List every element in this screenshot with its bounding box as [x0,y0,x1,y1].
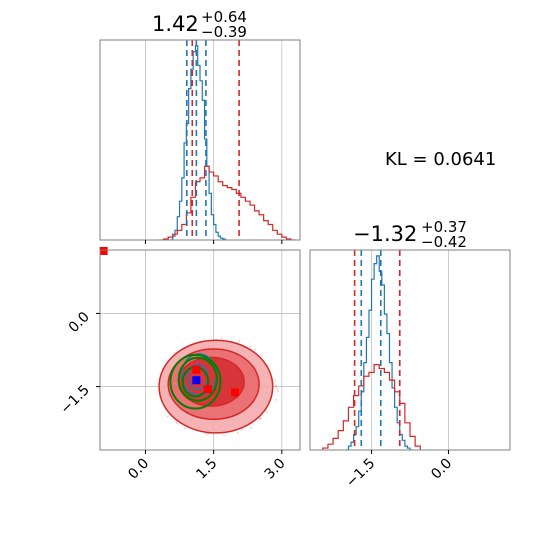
y-tick-label: −1.5 [57,382,92,417]
scatter-point [175,422,178,425]
histogram-series-0 [170,45,228,240]
blue-marker [192,376,201,385]
marginal-y-plot-area [322,250,421,450]
marginal-x-title-plus: +0.64 [201,8,247,26]
x-tick-label: 3.0 [262,456,289,483]
scatter-point [259,417,262,420]
red-marker [99,246,108,255]
scatter-point [259,417,262,420]
scatter-point [184,427,186,430]
scatter-point [236,432,239,435]
scatter-point [274,379,276,382]
x-tick-label: −1.5 [343,456,378,491]
histogram-series-1 [159,165,296,240]
scatter-point [265,410,268,413]
scatter-point [249,345,252,348]
scatter-point [277,390,280,393]
scatter-point [238,339,241,342]
marginal-y-title-minus: −0.42 [421,233,467,251]
scatter-point [205,432,208,435]
green-contour [177,356,218,402]
marginal-y-panel: −1.5 0.0 [309,249,511,491]
scatter-point [274,398,277,401]
marginal-x-panel [99,39,301,244]
scatter-point [223,434,225,437]
scatter-point [173,351,176,354]
marginal-y-title-value: −1.32 [353,222,417,246]
scatter-point [250,427,252,429]
kl-divergence-label: KL = 0.0641 [385,149,496,170]
scatter-point [274,384,277,387]
histogram-series-1 [322,363,421,450]
red-marker [231,388,239,397]
x-tick-label: 0.0 [428,456,455,483]
panel-frame [99,249,301,451]
scatter-point [275,385,277,388]
histogram-series-0 [345,255,413,450]
marginal-x-title-minus: −0.39 [201,23,247,41]
marginal-x-plot-area [159,40,296,240]
marginal-x-title-value: 1.42 [152,12,199,36]
scatter-point [166,415,169,418]
x-tick-label: 0.0 [125,456,152,483]
red-marker [203,385,212,394]
x-tick-label: 1.5 [193,456,220,483]
joint-panel: 0.0 1.5 3.0 0.0 −1.5 [57,246,301,483]
panel-frame [309,249,511,451]
scatter-point [254,348,256,351]
green-contour [169,353,222,410]
scatter-point [276,387,279,390]
marginal-y-title-plus: +0.37 [421,218,467,236]
scatter-point [220,337,223,340]
scatter-point [261,354,264,357]
y-tick-label: 0.0 [66,309,93,336]
joint-plot-area [158,337,280,437]
panel-frame [99,39,301,241]
red-marker [192,365,201,374]
marginal-y-title: −1.32 +0.37 −0.42 [353,218,467,251]
scatter-point [241,429,244,431]
marginal-x-title: 1.42 +0.64 −0.39 [152,8,247,41]
